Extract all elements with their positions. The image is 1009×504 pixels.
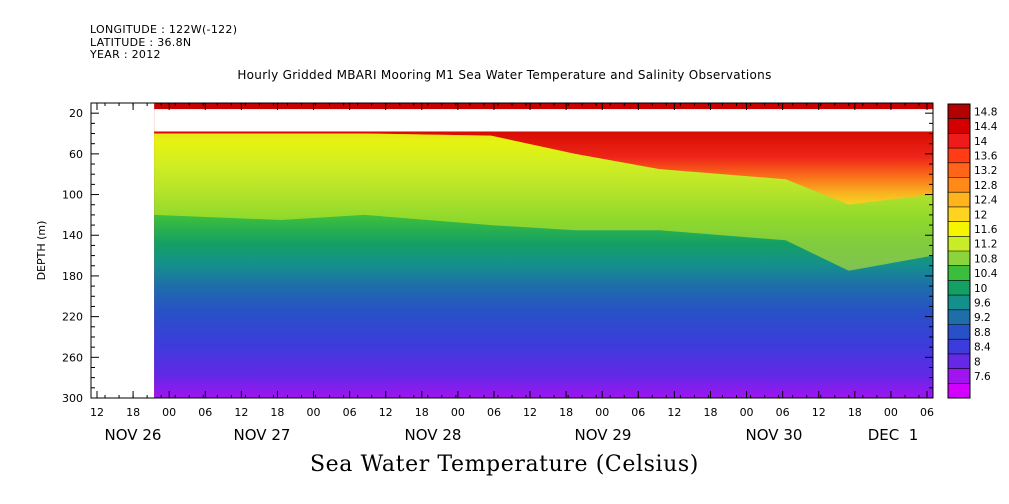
- x-hour-label: 06: [776, 406, 790, 419]
- x-hour-label: 00: [740, 406, 754, 419]
- colorbar-swatch: [948, 177, 970, 193]
- y-tick-label: 60: [69, 148, 83, 161]
- colorbar-label: 11.2: [974, 239, 997, 251]
- colorbar-swatch: [948, 383, 970, 399]
- colorbar-swatch: [948, 206, 970, 223]
- variable-title: Sea Water Temperature (Celsius): [310, 452, 699, 477]
- colorbar-label: 11.6: [974, 224, 998, 236]
- x-hour-label: 12: [234, 406, 248, 419]
- warm-layer: [154, 131, 933, 205]
- plot-area: [154, 103, 933, 398]
- y-tick-label: 140: [62, 229, 83, 242]
- colorbar: 14.8 14.4 14 13.6 13.2 12.8 12.4 12 11.6 11.2 10.8…: [947, 103, 998, 399]
- axes: 20 60 100 140 180 220 260 300 DEPTH (m) 12 18 00 06 1…: [35, 102, 934, 444]
- x-hour-label: 18: [126, 406, 140, 419]
- colorbar-label: 7.6: [974, 371, 991, 383]
- colorbar-label: 14.8: [974, 106, 997, 118]
- x-hour-label: 06: [487, 406, 501, 419]
- colorbar-label: 13.2: [974, 165, 997, 177]
- colorbar-label: 12: [974, 209, 987, 221]
- colorbar-swatch: [948, 133, 970, 149]
- x-hour-label: 12: [812, 406, 826, 419]
- x-date-label: NOV 26: [105, 426, 162, 444]
- colorbar-label: 9.2: [974, 312, 991, 324]
- x-hour-label: 06: [631, 406, 645, 419]
- x-hour-label: 18: [415, 406, 429, 419]
- x-hour-label: 12: [379, 406, 393, 419]
- x-hour-label: 06: [198, 406, 212, 419]
- station-info: LONGITUDE : 122W(-122) LATITUDE : 36.8N …: [90, 23, 238, 62]
- colorbar-swatch: [948, 309, 970, 325]
- chart-title: Hourly Gridded MBARI Mooring M1 Sea Wate…: [237, 68, 772, 82]
- colorbar-label: 8.4: [974, 342, 991, 354]
- x-date-label: NOV 28: [405, 426, 462, 444]
- colorbar-label: 10.8: [974, 253, 997, 265]
- x-date-label: NOV 30: [746, 426, 803, 444]
- year-label: YEAR : 2012: [90, 48, 161, 61]
- colorbar-label: 14: [974, 136, 988, 148]
- x-hour-label: 12: [523, 406, 537, 419]
- colorbar-label: 12.8: [974, 180, 997, 192]
- y-tick-label: 180: [62, 270, 83, 283]
- colorbar-label: 9.6: [974, 297, 991, 309]
- x-hour-label: 12: [90, 406, 104, 419]
- longitude-label: LONGITUDE : 122W(-122): [90, 23, 238, 36]
- colorbar-swatch: [948, 221, 970, 237]
- colorbar-label: 10.4: [974, 268, 998, 280]
- colorbar-swatch: [948, 236, 970, 252]
- colorbar-label: 13.6: [974, 150, 998, 162]
- thermocline-layer: [154, 133, 933, 271]
- colorbar-label: 8: [974, 356, 981, 368]
- y-tick-label: 20: [69, 107, 83, 120]
- colorbar-label: 14.4: [974, 121, 998, 133]
- y-tick-label: 220: [62, 311, 83, 324]
- colorbar-swatch: [948, 324, 970, 340]
- x-hour-label: 18: [703, 406, 717, 419]
- x-hour-label: 06: [343, 406, 357, 419]
- x-hour-label: 18: [559, 406, 573, 419]
- colorbar-label: 10: [974, 283, 987, 295]
- latitude-label: LATITUDE : 36.8N: [90, 35, 192, 49]
- colorbar-swatch: [948, 148, 970, 164]
- x-hour-label: 00: [162, 406, 176, 419]
- colorbar-swatch: [948, 118, 970, 134]
- x-date-label: DEC 1: [868, 426, 919, 444]
- colorbar-label: 12.4: [974, 195, 998, 207]
- x-hour-label: 00: [451, 406, 465, 419]
- x-hour-label: 12: [667, 406, 681, 419]
- x-hour-label: 06: [920, 406, 934, 419]
- colorbar-swatch: [948, 339, 970, 355]
- x-date-label: NOV 29: [575, 426, 632, 444]
- colorbar-swatch: [948, 353, 970, 370]
- x-hour-label: 00: [595, 406, 609, 419]
- colorbar-swatch: [948, 192, 970, 208]
- colorbar-label: 8.8: [974, 327, 991, 339]
- x-hour-label: 18: [848, 406, 862, 419]
- colorbar-swatch: [948, 368, 970, 384]
- y-axis-label: DEPTH (m): [35, 221, 48, 281]
- x-hour-label: 00: [884, 406, 898, 419]
- colorbar-swatch: [948, 251, 970, 267]
- colorbar-swatch: [948, 265, 970, 281]
- colorbar-frame: [947, 103, 971, 399]
- y-tick-label: 260: [62, 351, 83, 364]
- data-gap: [154, 109, 933, 132]
- colorbar-swatch: [948, 280, 970, 296]
- x-hour-label: 18: [270, 406, 284, 419]
- x-hour-label: 00: [307, 406, 321, 419]
- colorbar-swatch: [948, 162, 970, 178]
- y-tick-label: 300: [62, 392, 83, 405]
- x-date-label: NOV 27: [234, 426, 291, 444]
- colorbar-swatch: [948, 295, 970, 311]
- colorbar-swatch: [948, 104, 970, 120]
- y-tick-label: 100: [62, 189, 83, 202]
